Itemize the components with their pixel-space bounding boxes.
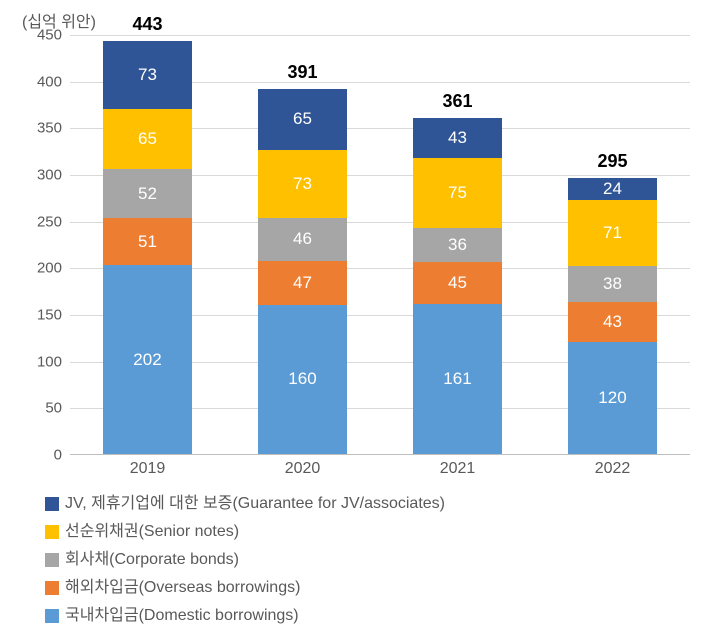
bar-segment-overseas: 45 xyxy=(413,262,503,304)
legend-label: JV, 제휴기업에 대한 보증(Guarantee for JV/associa… xyxy=(65,490,445,518)
legend-label: 회사채(Corporate bonds) xyxy=(65,546,239,574)
bar-segment-domestic: 202 xyxy=(103,265,193,454)
legend-swatch xyxy=(45,609,59,623)
chart-plot-area: 0501001502002503003504004502025152657344… xyxy=(70,35,690,455)
bar-total-label: 443 xyxy=(103,14,193,35)
legend-item: 회사채(Corporate bonds) xyxy=(45,546,445,574)
bar-total-label: 391 xyxy=(258,62,348,83)
bar-total-label: 295 xyxy=(568,151,658,172)
x-tick-label: 2022 xyxy=(568,460,658,478)
legend-label: 해외차입금(Overseas borrowings) xyxy=(65,574,300,602)
y-tick-label: 450 xyxy=(12,27,62,44)
bar-segment-guarantee: 43 xyxy=(413,118,503,158)
bar-group: 202515265734432019 xyxy=(103,41,193,454)
bar-segment-guarantee: 73 xyxy=(103,41,193,109)
bar-segment-corp: 38 xyxy=(568,266,658,301)
y-tick-label: 100 xyxy=(12,353,62,370)
x-tick-label: 2020 xyxy=(258,460,348,478)
legend-swatch xyxy=(45,497,59,511)
legend-item: JV, 제휴기업에 대한 보증(Guarantee for JV/associa… xyxy=(45,490,445,518)
bar-segment-domestic: 161 xyxy=(413,304,503,454)
bar-segment-senior: 73 xyxy=(258,150,348,218)
bar-segment-senior: 75 xyxy=(413,158,503,228)
legend-label: 선순위채권(Senior notes) xyxy=(65,518,239,546)
bar-group: 120433871242952022 xyxy=(568,178,658,454)
y-tick-label: 350 xyxy=(12,120,62,137)
bar-segment-overseas: 51 xyxy=(103,218,193,266)
bar-segment-corp: 52 xyxy=(103,169,193,218)
legend-label: 국내차입금(Domestic borrowings) xyxy=(65,602,299,630)
legend-swatch xyxy=(45,525,59,539)
bar-segment-guarantee: 24 xyxy=(568,178,658,200)
legend-swatch xyxy=(45,581,59,595)
bar-group: 161453675433612021 xyxy=(413,118,503,454)
bar-segment-overseas: 43 xyxy=(568,302,658,342)
x-tick-label: 2019 xyxy=(103,460,193,478)
bar-segment-senior: 65 xyxy=(103,109,193,170)
bar-segment-domestic: 120 xyxy=(568,342,658,454)
gridline xyxy=(70,35,690,36)
y-tick-label: 0 xyxy=(12,447,62,464)
legend-item: 국내차입금(Domestic borrowings) xyxy=(45,602,445,630)
y-tick-label: 150 xyxy=(12,307,62,324)
legend-item: 선순위채권(Senior notes) xyxy=(45,518,445,546)
bar-segment-senior: 71 xyxy=(568,200,658,266)
bar-total-label: 361 xyxy=(413,91,503,112)
bar-segment-overseas: 47 xyxy=(258,261,348,305)
bar-group: 160474673653912020 xyxy=(258,89,348,454)
legend-swatch xyxy=(45,553,59,567)
y-tick-label: 300 xyxy=(12,167,62,184)
y-tick-label: 50 xyxy=(12,400,62,417)
legend: JV, 제휴기업에 대한 보증(Guarantee for JV/associa… xyxy=(45,490,445,630)
bar-segment-domestic: 160 xyxy=(258,305,348,454)
x-tick-label: 2021 xyxy=(413,460,503,478)
legend-item: 해외차입금(Overseas borrowings) xyxy=(45,574,445,602)
y-tick-label: 250 xyxy=(12,213,62,230)
bar-segment-corp: 36 xyxy=(413,228,503,262)
bar-segment-guarantee: 65 xyxy=(258,89,348,150)
bar-segment-corp: 46 xyxy=(258,218,348,261)
y-tick-label: 400 xyxy=(12,73,62,90)
y-tick-label: 200 xyxy=(12,260,62,277)
